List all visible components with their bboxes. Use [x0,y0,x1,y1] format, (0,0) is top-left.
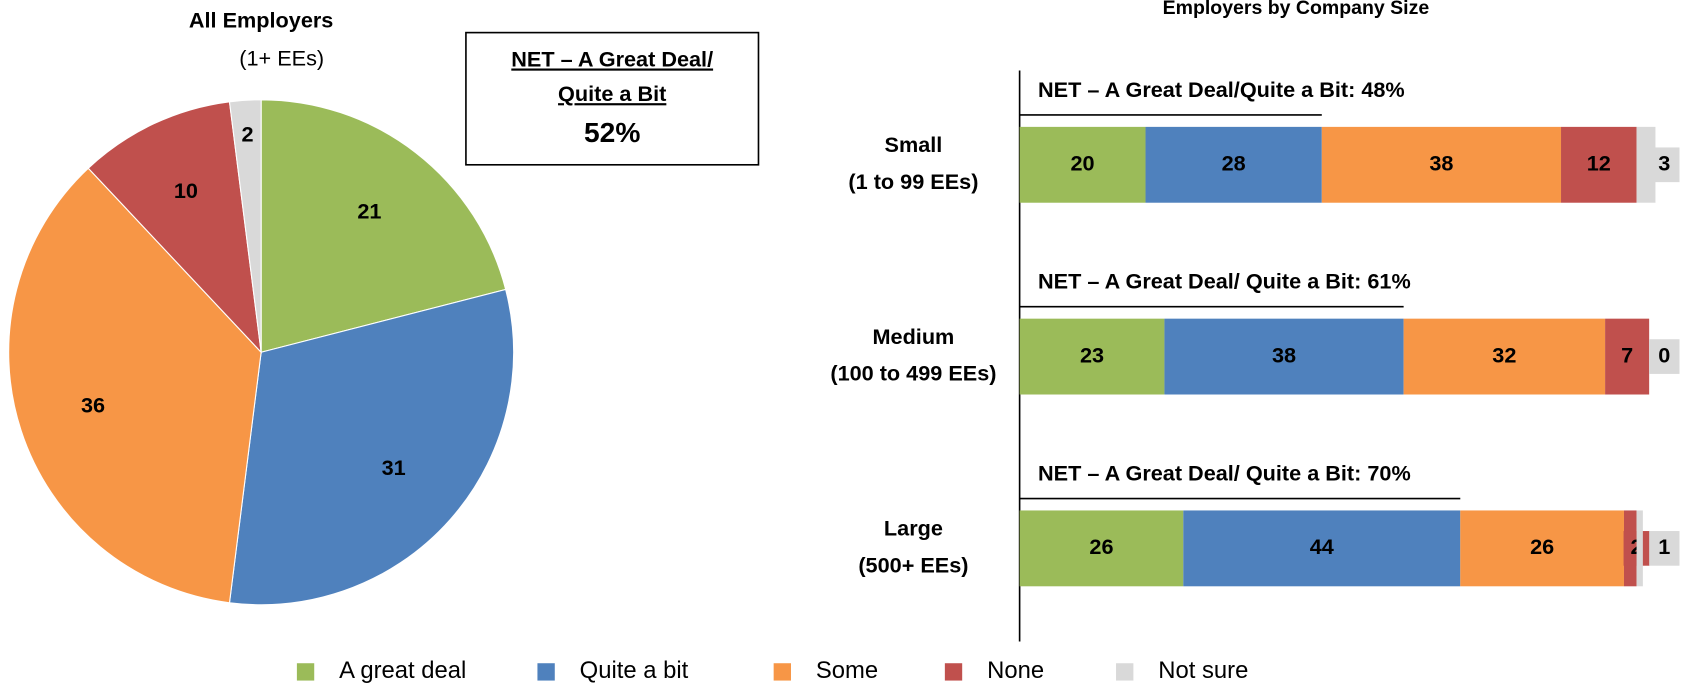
pie-slice [87,101,262,354]
bar-segment [1636,510,1643,587]
pie-label: 10 [174,178,198,203]
pie-label: 21 [357,198,381,223]
legend-swatch [773,663,791,681]
pie-subtitle: (1+ EEs) [239,45,324,70]
net-annotation: NET – A Great Deal/ Quite a Bit: 61% [1038,269,1411,294]
pie-slice [260,99,507,353]
label-bg [1649,531,1680,566]
legend-label: None [987,657,1044,684]
category-label: Small [885,132,943,157]
bar-segment [1321,126,1562,203]
bar-label: 1 [1658,534,1670,559]
pie-slice [228,288,515,606]
net-value: 52% [584,116,640,148]
bar-label: 38 [1272,342,1296,367]
bar-segment [1019,126,1146,203]
label-bg [1649,147,1680,183]
net-annotation: NET – A Great Deal/Quite a Bit: 48% [1038,77,1405,102]
legend-swatch [944,663,963,681]
bar-segment [1164,318,1404,395]
legend-label: Quite a bit [580,657,689,684]
pie-title: All Employers [189,7,333,32]
pie-label: 36 [81,393,105,418]
bar-label: 38 [1429,151,1453,176]
pie-slice [8,167,262,604]
pie-label: 2 [241,121,253,146]
label-bg [1649,339,1680,374]
net-annotation: NET – A Great Deal/ Quite a Bit: 70% [1038,460,1411,485]
category-label: (500+ EEs) [858,553,968,578]
legend-label: Not sure [1158,657,1248,684]
bar-label: 12 [1587,151,1611,176]
bar-label: 23 [1080,342,1104,367]
bar-label: 26 [1089,534,1113,559]
bar-label: 7 [1621,342,1633,367]
bar-segment [1460,510,1624,587]
bar-segment [1183,510,1461,587]
legend-label: A great deal [339,657,466,684]
pie-slice [228,99,262,353]
net-line: NET – A Great Deal/ [511,46,713,71]
bar-label: 44 [1310,534,1334,559]
bar-label: 28 [1222,151,1246,176]
bar-label: 32 [1492,342,1516,367]
bar-segment [1403,318,1606,395]
category-label: (100 to 499 EEs) [830,361,996,386]
bar-title: Employers by Company Size [1163,0,1430,19]
bar-label: 3 [1658,151,1670,176]
bar-segment [1636,126,1656,203]
bar-label: 0 [1658,342,1670,367]
legend-label: Some [816,657,878,684]
net-box [465,31,760,166]
legend-swatch [296,663,315,681]
bar-segment [1019,510,1184,587]
category-label: (1 to 99 EEs) [848,169,978,194]
bar-label: 20 [1071,151,1095,176]
pie-label: 31 [382,455,406,480]
legend-swatch [537,663,555,681]
net-line: Quite a Bit [558,81,666,106]
bar-segment [1561,126,1637,203]
category-label: Large [884,516,943,541]
bar-segment [1605,318,1650,395]
bar-label: 26 [1530,534,1554,559]
category-label: Medium [873,324,955,349]
legend-swatch [1116,663,1134,681]
bar-segment [1145,126,1322,203]
bar-segment [1019,318,1165,395]
